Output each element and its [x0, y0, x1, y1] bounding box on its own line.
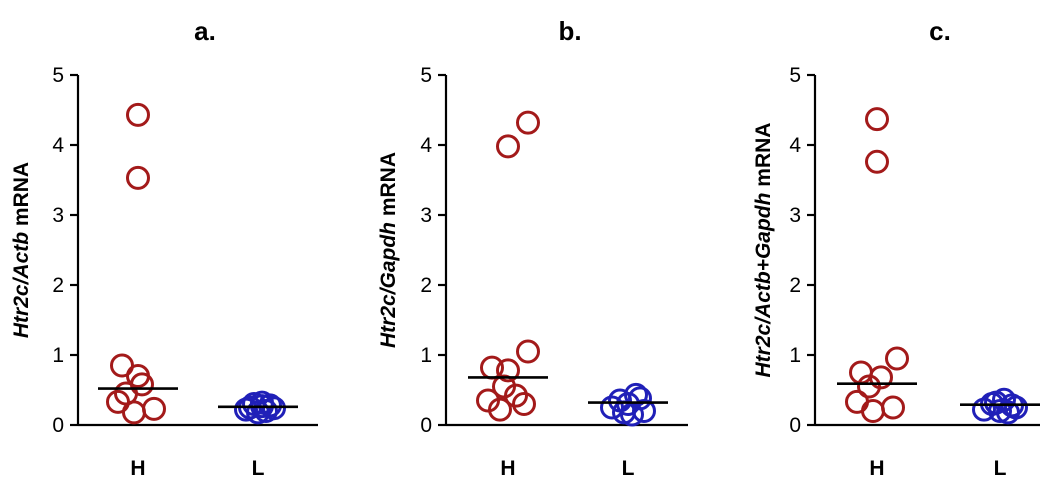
- data-point-L: [262, 396, 286, 421]
- y-tick-label: 2: [789, 274, 801, 297]
- y-tick-label: 4: [789, 134, 801, 157]
- y-tick-label: 0: [789, 414, 801, 437]
- data-point-L: [250, 390, 274, 415]
- data-point-H: [504, 383, 528, 408]
- y-tick-label: 0: [52, 414, 64, 437]
- y-tick-label: 1: [420, 344, 432, 367]
- data-point-H: [496, 134, 520, 159]
- x-category-label: H: [869, 457, 884, 480]
- y-axis-label-gene: Htr2c/Actb+Gapdh: [752, 193, 775, 378]
- data-point-H: [857, 374, 881, 399]
- data-point-L: [972, 397, 996, 422]
- y-tick-label: 0: [420, 414, 432, 437]
- y-tick-label: 2: [420, 274, 432, 297]
- data-point-H: [881, 395, 905, 420]
- y-axis-label-gene: Htr2c/Actb: [10, 232, 33, 338]
- data-point-H: [516, 110, 540, 135]
- x-category-label: H: [500, 457, 515, 480]
- data-point-H: [142, 396, 166, 421]
- data-point-H: [122, 400, 146, 425]
- y-tick-label: 1: [52, 344, 64, 367]
- panel-title: b.: [558, 16, 581, 46]
- x-category-label: H: [130, 457, 145, 480]
- y-axis-label: Htr2c/Actb mRNA: [10, 162, 33, 338]
- y-tick-label: 4: [420, 134, 432, 157]
- x-category-label: L: [252, 457, 265, 480]
- data-point-H: [861, 399, 885, 423]
- data-point-H: [865, 149, 889, 174]
- y-axis-label-gene: Htr2c/Gapdh: [377, 222, 400, 348]
- chart-panel-2: b. 0 1 2 3 4 5 H L Htr2c/Gapdh mRNA: [377, 16, 688, 480]
- y-axis-label: Htr2c/Actb+Gapdh mRNA: [752, 123, 775, 378]
- data-point-H: [845, 389, 869, 414]
- panel-title: a.: [194, 16, 216, 46]
- y-axis-label: Htr2c/Gapdh mRNA: [377, 152, 400, 348]
- y-axis-label-unit: mRNA: [377, 152, 400, 222]
- data-point-H: [496, 358, 520, 383]
- data-point-H: [126, 165, 150, 190]
- x-category-label: L: [994, 457, 1007, 480]
- y-tick-label: 5: [789, 64, 801, 87]
- chart-panel-3: c. 0 1 2 3 4 5 H L Htr2c/Actb+Gapdh mRNA: [752, 16, 1040, 480]
- y-tick-label: 4: [52, 134, 64, 157]
- data-point-L: [996, 400, 1020, 425]
- data-point-H: [512, 392, 536, 416]
- data-point-H: [126, 102, 150, 127]
- y-tick-label: 3: [789, 204, 801, 227]
- data-point-H: [516, 339, 540, 364]
- y-tick-label: 3: [52, 204, 64, 227]
- y-tick-label: 5: [52, 64, 64, 87]
- panel-title: c.: [929, 16, 951, 46]
- y-tick-label: 3: [420, 204, 432, 227]
- y-axis-label-unit: mRNA: [10, 162, 33, 232]
- data-point-H: [488, 397, 512, 422]
- y-tick-label: 2: [52, 274, 64, 297]
- y-axis-label-unit: mRNA: [752, 123, 775, 193]
- data-point-H: [865, 107, 889, 132]
- x-category-label: L: [622, 457, 635, 480]
- chart-panel-1: a. 0 1 2 3 4 5 H L Htr2c/Actb mRNA: [10, 16, 318, 480]
- y-tick-label: 1: [789, 344, 801, 367]
- y-tick-label: 5: [420, 64, 432, 87]
- data-point-H: [885, 346, 909, 371]
